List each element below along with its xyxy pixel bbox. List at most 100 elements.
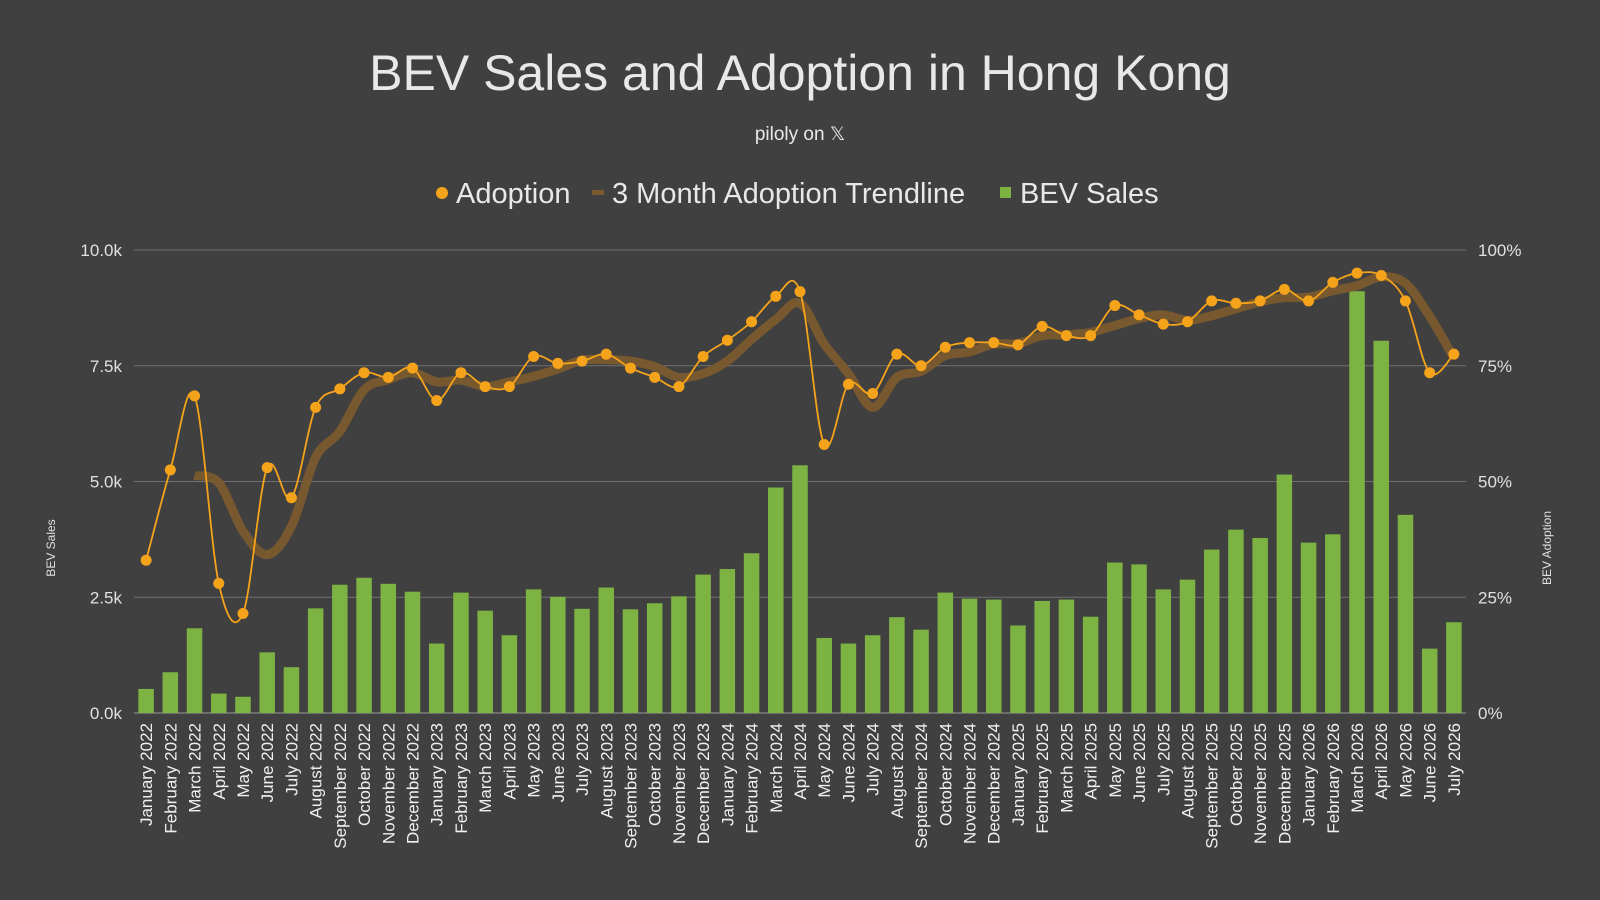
bar [1010,625,1026,713]
line-series-trendline [193,272,1458,560]
adoption-point [649,371,661,383]
x-tick-label: April 2026 [1372,723,1391,800]
adoption-point [673,381,685,393]
bar [598,587,615,713]
x-tick-label: April 2024 [791,723,810,800]
x-tick-label: January 2023 [428,723,447,826]
x-tick-label: November 2023 [670,723,689,844]
adoption-point [189,390,201,402]
bar [840,643,857,713]
adoption-point [1399,295,1411,307]
legend-sales-label: BEV Sales [1020,178,1159,210]
bar [332,584,348,713]
y-axis-left: 0.0k 2.5k 5.0k 7.5k 10.0k [80,241,122,723]
bar [1131,564,1147,713]
x-tick-label: July 2026 [1445,723,1464,796]
x-axis: January 2022 February 2022 March 2022 April… [137,723,1464,849]
adoption-point [261,462,273,474]
x-tick-label: September 2025 [1203,723,1222,849]
x-tick-label: December 2022 [404,723,423,844]
y-tick-label-left: 7.5k [90,357,123,376]
adoption-point [818,438,830,450]
adoption-point [964,337,976,349]
y-tick-label-left: 2.5k [90,588,123,607]
y-tick-label-left: 5.0k [90,473,123,492]
y-tick-label-right: 100% [1478,241,1521,260]
x-tick-label: December 2024 [985,723,1004,844]
adoption-point [528,350,540,362]
y-tick-label-right: 25% [1478,588,1512,607]
bar [864,635,881,713]
adoption-point [1424,367,1436,379]
adoption-point [1254,295,1266,307]
adoption-point [334,383,346,395]
bar [1325,534,1341,713]
adoption-line-path [145,271,1455,624]
y-tick-label-left: 0.0k [90,704,123,723]
x-tick-label: May 2023 [525,723,544,798]
bar [453,592,469,713]
bar [1034,600,1050,713]
adoption-point [1036,320,1048,332]
bar [138,688,154,713]
adoption-point [988,337,1000,349]
x-tick-label: August 2023 [597,723,616,818]
adoption-point [1303,295,1315,307]
x-tick-label: May 2022 [234,723,253,798]
bar [985,599,1002,713]
x-tick-label: April 2023 [500,723,519,800]
adoption-point [915,360,927,372]
legend-adoption-marker [436,187,448,199]
x-tick-label: July 2024 [864,723,883,796]
y-tick-label-right: 50% [1478,473,1512,492]
adoption-point [794,286,806,298]
adoption-point [358,367,370,379]
adoption-point [600,348,612,360]
x-tick-label: March 2025 [1057,723,1076,813]
adoption-point [431,394,443,406]
bar [1373,340,1389,713]
adoption-point [407,362,419,374]
x-tick-label: August 2024 [888,723,907,818]
x-tick-label: January 2022 [137,723,156,826]
bar [550,596,566,713]
bar [743,553,760,713]
bar [307,608,324,713]
bar [1349,291,1365,713]
x-tick-label: June 2025 [1130,723,1149,802]
bar [1107,562,1123,713]
adoption-point [891,348,903,360]
adoption-point [697,350,709,362]
x-tick-label: April 2025 [1082,723,1101,800]
adoption-point [213,577,225,589]
bar [211,693,227,713]
y-tick-label-right: 0% [1478,704,1503,723]
bar [816,637,832,713]
adoption-point [842,378,854,390]
adoption-point [770,290,782,302]
y-axis-left-title: BEV Sales [44,519,58,576]
bar-series-bev-sales [138,291,1462,713]
adoption-point [503,381,515,393]
adoption-point [237,607,249,619]
y-axis-right: 0% 25% 50% 75% 100% [1478,241,1521,723]
x-tick-label: November 2024 [961,723,980,844]
adoption-point [1206,295,1218,307]
legend-trendline-marker [592,190,604,195]
bar [1421,648,1438,713]
bar [162,672,179,713]
x-tick-label: September 2023 [621,723,640,849]
bar [1300,542,1317,713]
bar [1155,589,1172,713]
bar [889,617,905,713]
adoption-point [1278,283,1290,295]
adoption-point [1351,267,1363,279]
x-tick-label: March 2024 [767,723,786,813]
bar [671,596,687,713]
y-tick-label-right: 75% [1478,357,1512,376]
legend-sales-marker [1000,187,1011,198]
adoption-point [310,401,322,413]
bar [1397,514,1414,713]
x-tick-label: December 2023 [694,723,713,844]
